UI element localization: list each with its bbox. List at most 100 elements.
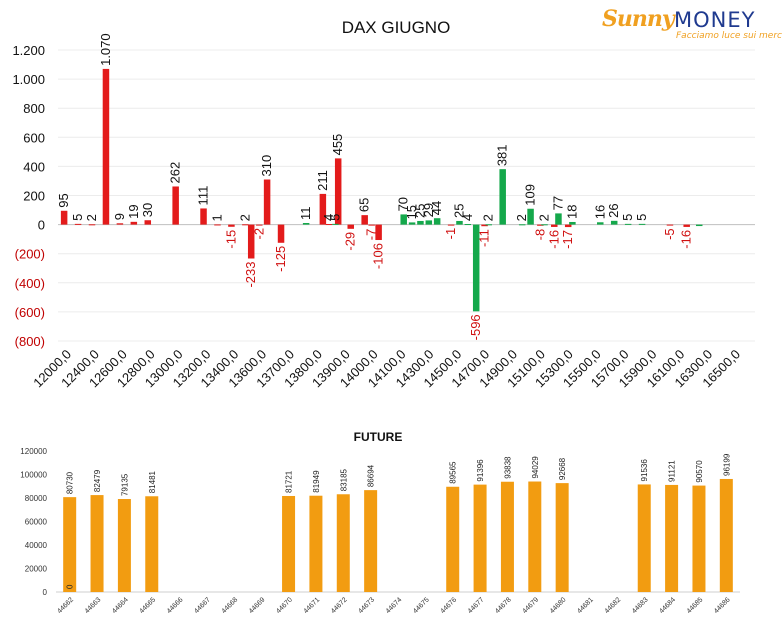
dax-data-label: 2 — [84, 214, 99, 221]
dax-bar — [564, 224, 572, 228]
future-bar — [637, 484, 651, 592]
future-ytick-label: 100000 — [20, 471, 47, 480]
dax-bar — [228, 224, 235, 227]
dax-bar — [368, 224, 375, 226]
dax-bar — [537, 224, 544, 226]
future-xtick-label: 44668 — [221, 596, 240, 615]
dax-data-label: -106 — [371, 243, 386, 269]
dax-data-label: -233 — [243, 262, 258, 288]
future-bar — [692, 485, 706, 592]
dax-bar — [472, 224, 480, 312]
future-data-label: 94029 — [531, 456, 540, 479]
dax-bar — [638, 223, 646, 225]
dax-data-label: 2 — [237, 214, 252, 221]
dax-bar — [499, 169, 506, 225]
dax-bar — [400, 214, 407, 225]
future-xtick-label: 44686 — [713, 596, 732, 615]
dax-bar — [325, 224, 333, 226]
sunny-money-logo: Sunny MONEY Facciamo luce sui mercati — [602, 6, 782, 42]
future-xtick-label: 44684 — [658, 596, 677, 615]
future-xtick-label: 44677 — [467, 596, 486, 615]
dax-data-label: 455 — [330, 134, 345, 156]
future-chart: FUTURE 0 20000 40000 60000 80000 100000 120000… — [20, 430, 740, 615]
dax-data-label: 109 — [523, 184, 538, 206]
future-data-label: 96199 — [722, 453, 731, 476]
future-bar — [309, 495, 323, 592]
dax-data-label: 25 — [412, 203, 427, 217]
dax-data-label: 95 — [56, 193, 71, 207]
future-data-label: 82479 — [93, 469, 102, 492]
future-data-label: 90570 — [695, 460, 704, 483]
dax-bar — [277, 224, 285, 243]
dax-data-label: -125 — [273, 246, 288, 272]
future-bar — [282, 495, 296, 592]
dax-chart: DAX GIUGNO 1.200 1.000 800 600 400 200 0 (200) (… — [12, 18, 755, 390]
future-bar — [364, 490, 378, 592]
dax-data-label: 1.070 — [98, 33, 113, 66]
dax-data-label: 77 — [550, 196, 565, 210]
future-xtick-label: 44667 — [193, 596, 212, 615]
dax-bar — [375, 224, 382, 241]
future-xtick-label: 44673 — [357, 596, 376, 615]
dax-bar — [527, 208, 534, 225]
future-xtick-label: 44678 — [494, 596, 513, 615]
future-bar — [500, 481, 514, 592]
dax-data-label: 2 — [537, 214, 552, 221]
future-xtick-label: 44683 — [631, 596, 650, 615]
dax-data-label: 9 — [112, 213, 127, 220]
future-data-label: 80730 — [66, 471, 75, 494]
dax-bar — [425, 220, 433, 225]
future-ytick-label: 120000 — [20, 447, 47, 456]
dax-bar — [263, 179, 271, 225]
future-xtick-label: 44674 — [385, 596, 404, 615]
dax-data-label: -1 — [443, 228, 458, 240]
dax-bar — [683, 224, 690, 227]
dax-data-label: 310 — [259, 155, 274, 177]
future-bar — [555, 483, 569, 592]
future-bar — [90, 495, 104, 592]
future-xtick-label: 44682 — [604, 596, 623, 615]
dax-data-label: 19 — [126, 204, 141, 218]
future-xtick-label: 44676 — [439, 596, 458, 615]
dax-bar — [361, 215, 368, 225]
dax-data-label: 44 — [429, 201, 444, 215]
dax-bar — [319, 193, 327, 225]
dax-data-label: -16 — [679, 230, 694, 249]
future-xtick-label: 44671 — [303, 596, 322, 615]
dax-data-label: 29 — [421, 203, 436, 217]
dax-data-label: 1 — [209, 214, 224, 221]
dax-ytick-label: (800) — [15, 334, 45, 349]
future-bar — [63, 497, 77, 592]
dax-data-label: 70 — [396, 197, 411, 211]
dax-data-label: 5 — [327, 214, 342, 221]
dax-data-label: 16 — [592, 205, 607, 219]
dax-data-label: -11 — [477, 229, 492, 247]
future-ytick-label: 60000 — [25, 518, 48, 527]
dax-bar — [485, 224, 492, 226]
dax-bar — [144, 220, 152, 225]
dax-chart-title: DAX GIUGNO — [342, 18, 451, 37]
dax-bar — [74, 223, 82, 225]
logo-tagline: Facciamo luce sui mercati — [676, 31, 782, 41]
future-chart-title: FUTURE — [354, 430, 403, 444]
dax-bar — [408, 222, 416, 225]
future-inner-label: 0 — [66, 584, 75, 589]
future-ytick-label: 80000 — [25, 494, 48, 503]
dax-data-label: -2 — [251, 228, 266, 240]
future-xtick-label: 44679 — [521, 596, 540, 615]
dax-bar — [695, 224, 703, 227]
dax-data-label: 2 — [481, 214, 496, 221]
dax-ytick-label: 800 — [23, 101, 45, 116]
dax-data-label: 5 — [70, 214, 85, 221]
future-data-label: 83185 — [339, 468, 348, 491]
future-xtick-label: 44664 — [111, 596, 130, 615]
future-xtick-label: 44669 — [248, 596, 267, 615]
dax-data-label: -7 — [364, 229, 379, 241]
future-data-label: 91121 — [668, 460, 677, 482]
dax-data-label: -29 — [343, 232, 358, 251]
dax-data-label: -17 — [560, 230, 575, 249]
dax-bar — [481, 224, 488, 227]
future-data-label: 91536 — [640, 459, 649, 482]
future-data-label: 91396 — [476, 459, 485, 482]
logo-brand-sunny: Sunny — [602, 6, 675, 32]
